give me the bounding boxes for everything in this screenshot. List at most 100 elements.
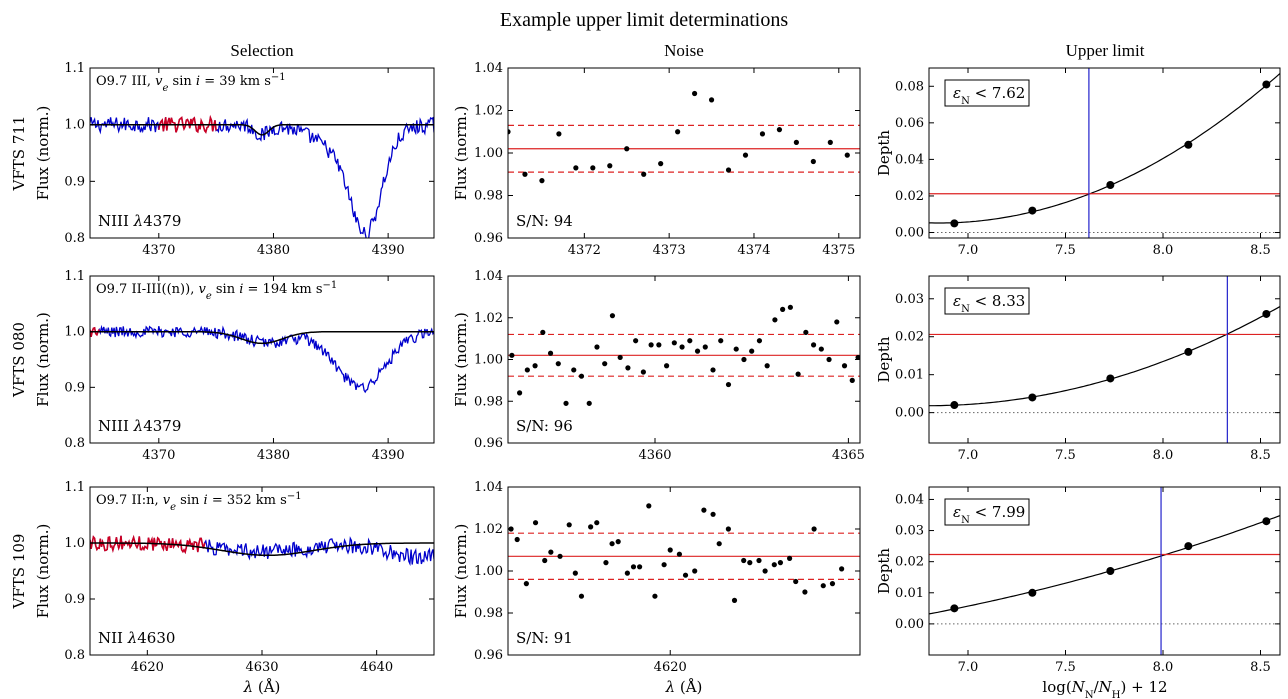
depth-point xyxy=(1028,588,1037,597)
limit-label-box xyxy=(944,79,1030,107)
x-tick-label: 4370 xyxy=(142,243,175,258)
x-tick-label: 4360 xyxy=(638,448,671,463)
x-tick-label: 4365 xyxy=(832,448,865,463)
panel-plot-area xyxy=(929,68,1280,238)
y-tick-label: 1.1 xyxy=(64,269,85,284)
x-tick-label: 4620 xyxy=(654,660,687,675)
noise-point xyxy=(523,581,529,587)
noise-point xyxy=(571,367,577,373)
figure-title: Example upper limit determinations xyxy=(500,9,788,31)
noise-point xyxy=(671,340,677,346)
x-tick-label: 4375 xyxy=(822,243,855,258)
snr-label: S/N: 94 xyxy=(516,212,573,230)
noise-point xyxy=(756,338,763,344)
noise-point xyxy=(588,524,594,530)
x-tick-label: 4372 xyxy=(568,243,601,258)
noise-point xyxy=(810,342,817,348)
noise-point xyxy=(708,97,715,103)
plot-frame xyxy=(89,275,435,444)
noise-point xyxy=(772,317,778,323)
panel-noise-2: Flux (norm.) 4620 0.96 0.98 1.00 1.02 1.04 S/N:… xyxy=(452,480,861,675)
panel-upper_limit-0: Depth 7.0 7.5 8.0 8.5 0.00 0.02 0.04 0.06 0.08 εN … xyxy=(875,67,1281,258)
x-tick-label: 4370 xyxy=(142,448,175,463)
y-tick-label: 1.02 xyxy=(474,311,503,326)
noise-point xyxy=(624,146,630,152)
noise-point xyxy=(679,344,685,350)
model-profile-line xyxy=(90,542,434,557)
y-axis-label: Depth xyxy=(875,130,893,177)
noise-point xyxy=(594,344,600,350)
noise-point xyxy=(725,381,732,388)
noise-point xyxy=(687,338,693,344)
noise-point xyxy=(594,520,600,526)
depth-point xyxy=(1184,347,1193,356)
panel-plot-area xyxy=(929,487,1280,655)
noise-point xyxy=(839,566,845,572)
y-tick-label: 0.02 xyxy=(895,555,924,570)
x-tick-label: 4630 xyxy=(245,660,278,675)
y-tick-label: 1.04 xyxy=(474,480,503,495)
y-tick-label: 0.98 xyxy=(474,189,503,204)
fit-curve xyxy=(929,515,1280,615)
noise-point xyxy=(741,356,747,363)
x-tick-label: 7.0 xyxy=(958,448,979,463)
y-tick-label: 1.00 xyxy=(474,564,503,579)
x-tick-label: 7.0 xyxy=(958,660,979,675)
x-tick-label: 4374 xyxy=(737,243,770,258)
noise-point xyxy=(759,131,766,137)
noise-point xyxy=(811,526,817,532)
panel-selection-2: Flux (norm.) VFTS 109 4620 4630 4640 0.8 0.9 1.… xyxy=(10,480,435,675)
noise-point xyxy=(818,346,824,352)
panel-plot-area xyxy=(508,304,860,406)
panel-upper_limit-1: Depth 7.0 7.5 8.0 8.5 0.00 0.01 0.02 0.03 εN < 8.… xyxy=(875,275,1281,463)
noise-point xyxy=(566,522,572,528)
y-tick-label: 0.98 xyxy=(474,394,503,409)
line-label: NII λ4630 xyxy=(98,629,175,647)
x-tick-label: 8.0 xyxy=(1153,660,1174,675)
noise-point xyxy=(540,329,546,335)
y-tick-label: 0.8 xyxy=(64,436,85,451)
x-tick-label: 8.5 xyxy=(1250,448,1271,463)
x-axis-label-noise: λ (Å) xyxy=(665,678,703,696)
noise-point xyxy=(694,348,701,354)
y-axis-label: Depth xyxy=(875,548,893,595)
noise-point xyxy=(624,570,630,576)
noise-point xyxy=(667,547,673,553)
noise-point xyxy=(658,161,664,167)
noise-point xyxy=(756,557,762,564)
snr-label: S/N: 91 xyxy=(516,629,573,647)
noise-point xyxy=(578,373,585,379)
noise-point xyxy=(747,560,753,566)
plot-frame xyxy=(928,275,1281,444)
noise-point xyxy=(834,319,840,325)
y-tick-label: 0.02 xyxy=(895,330,924,345)
y-axis-label: Flux (norm.) xyxy=(452,312,470,407)
x-tick-label: 4620 xyxy=(131,660,164,675)
depth-point xyxy=(1262,80,1271,89)
star-name: VFTS 080 xyxy=(10,322,28,398)
y-tick-label: 1.04 xyxy=(474,269,503,284)
noise-point xyxy=(615,539,621,545)
y-tick-label: 1.0 xyxy=(64,118,85,133)
y-tick-label: 1.02 xyxy=(474,104,503,119)
y-axis-label: Flux (norm.) xyxy=(34,312,52,407)
noise-point xyxy=(803,329,809,335)
noise-point xyxy=(542,557,548,564)
noise-point xyxy=(776,127,783,133)
y-tick-label: 0.01 xyxy=(895,368,924,383)
x-tick-label: 4373 xyxy=(653,243,686,258)
limit-label: εN < 8.33 xyxy=(953,292,1025,315)
noise-point xyxy=(733,346,739,352)
y-tick-label: 0.8 xyxy=(64,648,85,663)
noise-point xyxy=(586,400,592,406)
panel-plot-area xyxy=(508,503,860,604)
model-profile-line xyxy=(90,123,434,136)
selected-region-line xyxy=(158,114,217,134)
plot-frame xyxy=(928,486,1281,656)
spectrum-info-label: O9.7 III, ve sin i = 39 km s−1 xyxy=(96,72,286,94)
noise-point xyxy=(609,313,616,319)
depth-point xyxy=(1184,140,1193,149)
y-tick-label: 0.03 xyxy=(895,292,924,307)
panel-noise-1: Flux (norm.) 4360 4365 0.96 0.98 1.00 1.02 1.04… xyxy=(452,269,865,463)
x-tick-label: 8.5 xyxy=(1250,243,1271,258)
